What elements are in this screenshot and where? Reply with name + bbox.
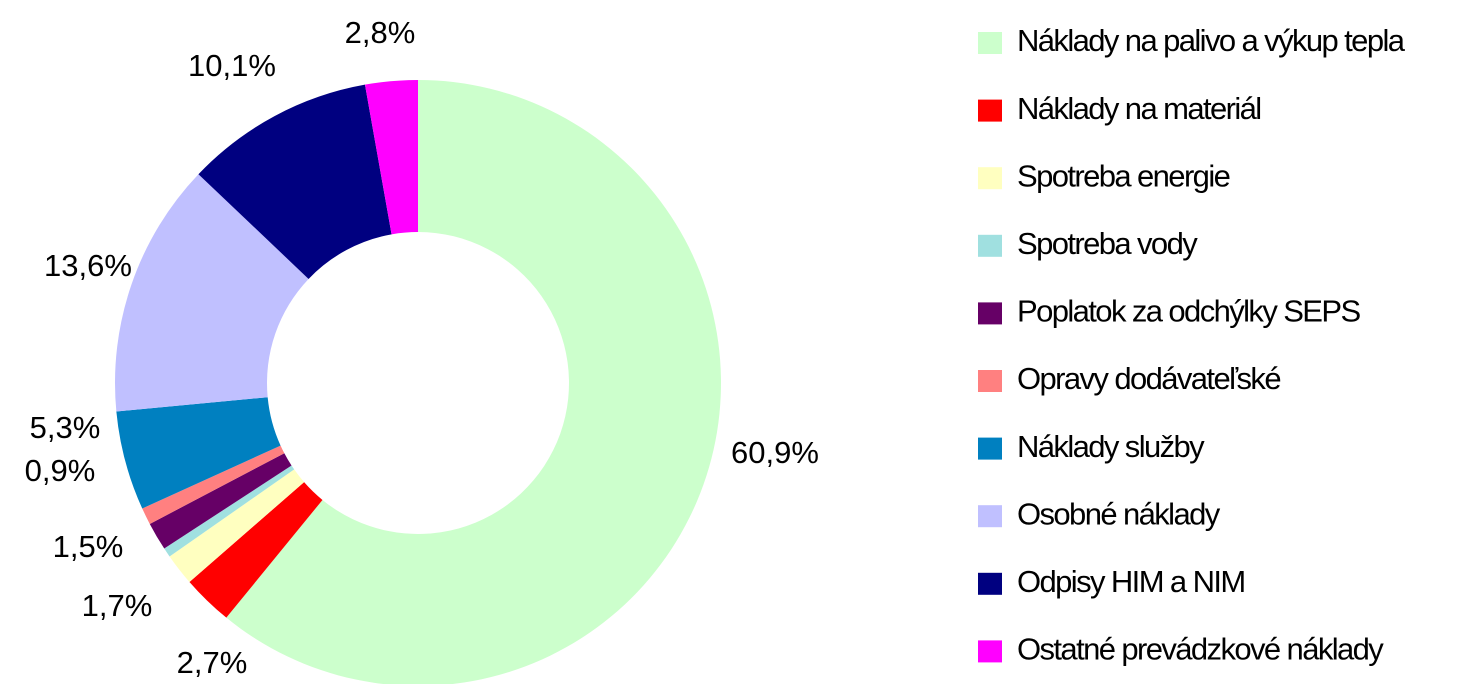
- data-label: 60,9%: [731, 435, 819, 470]
- data-label: 2,8%: [345, 15, 416, 50]
- data-label: 10,1%: [188, 48, 276, 83]
- legend-swatch: [978, 99, 1002, 122]
- data-label: 1,5%: [53, 529, 124, 564]
- legend-label: Ostatné prevádzkové náklady: [1017, 632, 1384, 667]
- donut-segment: [116, 397, 281, 509]
- legend-swatch: [978, 167, 1002, 190]
- legend-label: Náklady na palivo a výkup tepla: [1017, 23, 1406, 58]
- legend-swatch: [978, 302, 1002, 325]
- legend-swatch: [978, 640, 1002, 663]
- donut-segment: [198, 84, 392, 279]
- legend-label: Odpisy HIM a NIM: [1017, 564, 1245, 599]
- legend-swatch: [978, 370, 1002, 392]
- legend-swatch: [978, 234, 1002, 257]
- data-label: 2,7%: [177, 645, 248, 680]
- donut-segment: [149, 453, 292, 549]
- donut-segment: [226, 80, 721, 684]
- legend-label: Opravy dodávateľské: [1017, 361, 1280, 396]
- data-label: 1,7%: [82, 588, 153, 623]
- legend-label: Náklady služby: [1017, 429, 1205, 464]
- donut-segment: [115, 174, 309, 412]
- data-label: 0,9%: [25, 453, 96, 488]
- legend-swatch: [978, 32, 1002, 54]
- legend-label: Spotreba vody: [1017, 226, 1198, 261]
- donut-segment: [142, 445, 285, 524]
- legend-swatch: [978, 437, 1002, 460]
- legend-swatch: [978, 572, 1002, 595]
- donut-segment: [189, 482, 323, 618]
- donut-segment: [364, 80, 418, 235]
- data-label: 5,3%: [30, 410, 101, 445]
- data-label: 13,6%: [44, 248, 132, 283]
- legend-label: Náklady na materiál: [1017, 91, 1261, 126]
- legend-swatch: [978, 505, 1002, 528]
- legend-label: Poplatok za odchýlky SEPS: [1017, 294, 1360, 329]
- legend-label: Spotreba energie: [1017, 158, 1230, 193]
- donut-segment: [169, 469, 305, 582]
- donut-segment: [164, 465, 295, 557]
- legend-label: Osobné náklady: [1017, 496, 1221, 531]
